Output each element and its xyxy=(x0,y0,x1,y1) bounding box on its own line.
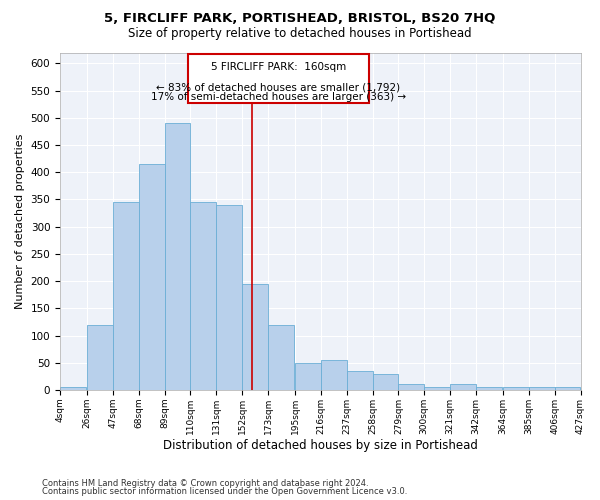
Text: 5 FIRCLIFF PARK:  160sqm: 5 FIRCLIFF PARK: 160sqm xyxy=(211,62,346,72)
Bar xyxy=(373,374,398,390)
Bar xyxy=(321,360,347,390)
Bar xyxy=(503,387,529,390)
Bar xyxy=(450,384,476,390)
Bar xyxy=(190,202,216,390)
Bar xyxy=(113,202,139,390)
Bar xyxy=(188,54,369,103)
X-axis label: Distribution of detached houses by size in Portishead: Distribution of detached houses by size … xyxy=(163,440,478,452)
Text: Contains public sector information licensed under the Open Government Licence v3: Contains public sector information licen… xyxy=(42,487,407,496)
Text: ← 83% of detached houses are smaller (1,792): ← 83% of detached houses are smaller (1,… xyxy=(157,83,400,93)
Text: 17% of semi-detached houses are larger (363) →: 17% of semi-detached houses are larger (… xyxy=(151,92,406,102)
Bar xyxy=(87,324,113,390)
Y-axis label: Number of detached properties: Number of detached properties xyxy=(15,134,25,309)
Bar xyxy=(554,387,580,390)
Text: Size of property relative to detached houses in Portishead: Size of property relative to detached ho… xyxy=(128,28,472,40)
Bar xyxy=(424,387,450,390)
Bar xyxy=(476,387,502,390)
Bar xyxy=(139,164,164,390)
Bar xyxy=(60,387,86,390)
Text: 5, FIRCLIFF PARK, PORTISHEAD, BRISTOL, BS20 7HQ: 5, FIRCLIFF PARK, PORTISHEAD, BRISTOL, B… xyxy=(104,12,496,26)
Bar xyxy=(347,371,373,390)
Bar xyxy=(398,384,424,390)
Bar xyxy=(529,387,554,390)
Bar xyxy=(164,124,190,390)
Bar xyxy=(268,324,294,390)
Bar xyxy=(242,284,268,390)
Bar xyxy=(216,205,242,390)
Bar xyxy=(295,362,321,390)
Text: Contains HM Land Registry data © Crown copyright and database right 2024.: Contains HM Land Registry data © Crown c… xyxy=(42,478,368,488)
